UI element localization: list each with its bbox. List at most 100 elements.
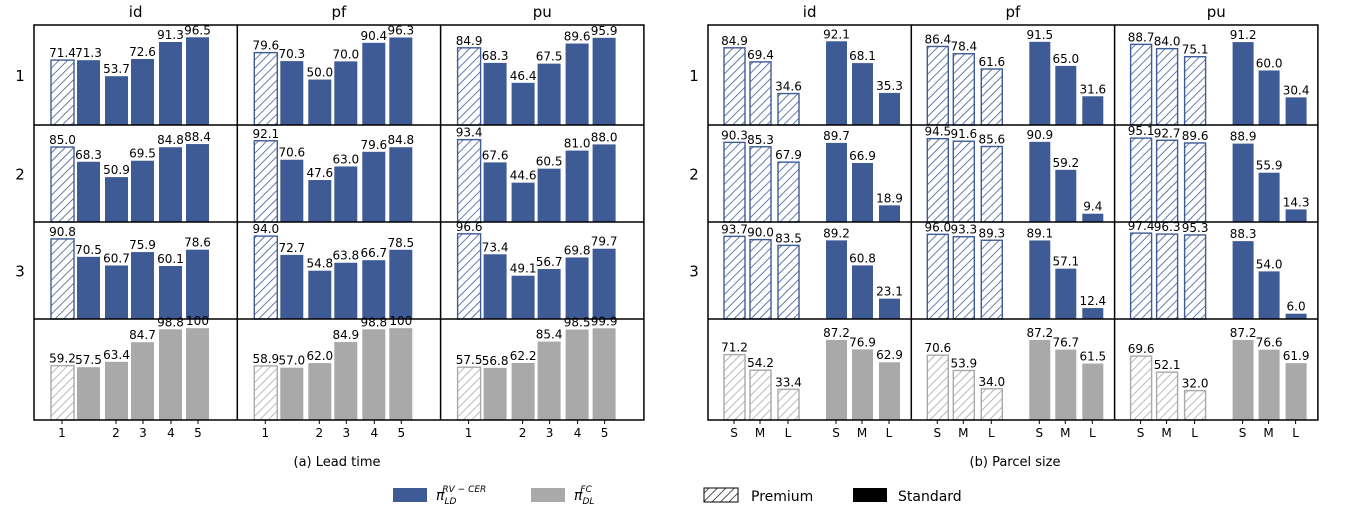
legend-standard-swatch xyxy=(853,488,887,502)
legend-lead-sup: RV − CER xyxy=(442,485,486,495)
legend-lead-label: πLD RV − CER xyxy=(436,485,486,507)
data-label: 78.6 xyxy=(184,236,211,250)
bar xyxy=(1082,363,1104,420)
data-label: 9.4 xyxy=(1083,200,1102,214)
data-label: 46.4 xyxy=(510,69,537,83)
bar xyxy=(926,45,949,126)
bar xyxy=(456,366,482,421)
data-label: 52.1 xyxy=(1154,358,1181,372)
data-label: 90.4 xyxy=(360,29,387,43)
data-label: 90.0 xyxy=(747,226,774,240)
legend-standard-label: Standard xyxy=(898,489,962,505)
bar xyxy=(777,161,800,223)
bar xyxy=(926,137,949,223)
bar xyxy=(826,142,847,222)
legend-fc-sub: DL xyxy=(582,497,594,507)
data-label: 54.8 xyxy=(306,257,333,271)
legend-fc-symbol: π xyxy=(574,488,583,504)
data-label: 91.5 xyxy=(1026,28,1053,42)
data-label: 60.0 xyxy=(1256,56,1283,70)
data-label: 89.7 xyxy=(823,129,850,143)
bar xyxy=(565,150,589,222)
data-label: 59.2 xyxy=(1052,156,1079,170)
data-label: 54.0 xyxy=(1256,257,1283,271)
bar xyxy=(1082,213,1104,222)
bar xyxy=(308,180,332,222)
bar xyxy=(1055,268,1077,319)
legend-lead-symbol: π xyxy=(436,488,445,504)
data-label: 67.5 xyxy=(536,50,563,64)
bar xyxy=(926,354,949,421)
bar xyxy=(77,161,100,222)
data-label: 57.0 xyxy=(278,354,305,368)
column-title: pu xyxy=(1207,3,1226,21)
x-tick-label: 2 xyxy=(315,426,323,440)
bar xyxy=(1055,65,1077,125)
data-label: 71.2 xyxy=(721,341,748,355)
bar xyxy=(980,145,1003,223)
data-label: 79.6 xyxy=(252,39,279,53)
data-label: 97.4 xyxy=(1128,219,1155,233)
bar xyxy=(362,329,386,420)
bar xyxy=(777,92,800,126)
bar xyxy=(105,361,128,420)
column-title: id xyxy=(129,3,143,21)
data-label: 70.3 xyxy=(278,47,305,61)
bar xyxy=(280,61,304,125)
data-label: 86.4 xyxy=(924,32,951,46)
bar xyxy=(980,388,1003,421)
data-label: 69.5 xyxy=(129,147,156,161)
data-label: 90.3 xyxy=(721,128,748,142)
bar xyxy=(483,162,507,222)
bar xyxy=(159,266,182,319)
data-label: 93.3 xyxy=(950,223,977,237)
bar xyxy=(1082,96,1104,125)
bar xyxy=(1055,349,1077,420)
data-label: 68.3 xyxy=(482,49,509,63)
x-tick-label: M xyxy=(1263,426,1273,440)
data-label: 98.5 xyxy=(564,316,591,330)
data-label: 57.5 xyxy=(456,353,483,367)
x-tick-label: 3 xyxy=(139,426,147,440)
data-label: 58.9 xyxy=(252,352,279,366)
bar xyxy=(131,160,154,222)
legend-premium-label: Premium xyxy=(751,489,813,505)
bar xyxy=(1155,47,1179,126)
bar xyxy=(362,42,386,126)
bar xyxy=(253,51,279,126)
bar xyxy=(565,43,589,125)
x-tick-label: 2 xyxy=(519,426,527,440)
bar xyxy=(777,244,800,320)
data-label: 49.1 xyxy=(510,262,537,276)
legend-fc-swatch xyxy=(531,488,565,502)
bar xyxy=(131,59,154,125)
data-label: 31.6 xyxy=(1079,82,1106,96)
data-label: 72.6 xyxy=(129,45,156,59)
x-tick-label: S xyxy=(933,426,941,440)
x-tick-label: S xyxy=(1137,426,1145,440)
data-label: 94.0 xyxy=(252,222,279,236)
bar xyxy=(592,37,616,126)
bar xyxy=(852,349,873,420)
bar xyxy=(159,42,182,125)
bar xyxy=(749,146,772,223)
data-label: 44.6 xyxy=(510,169,537,183)
data-label: 65.0 xyxy=(1052,52,1079,66)
bar xyxy=(308,79,332,125)
data-label: 62.0 xyxy=(306,349,333,363)
data-label: 81.0 xyxy=(564,137,591,151)
x-tick-label: 2 xyxy=(112,426,120,440)
bar xyxy=(50,59,75,126)
bar xyxy=(1082,308,1104,319)
data-label: 87.2 xyxy=(1026,326,1053,340)
data-label: 84.8 xyxy=(387,133,414,147)
bar xyxy=(334,342,358,420)
data-label: 87.2 xyxy=(823,326,850,340)
data-label: 76.9 xyxy=(849,335,876,349)
data-label: 90.8 xyxy=(49,225,76,239)
data-label: 88.3 xyxy=(1230,227,1257,241)
x-tick-label: 4 xyxy=(167,426,175,440)
data-label: 95.9 xyxy=(591,24,618,38)
bar xyxy=(592,144,616,222)
bar xyxy=(280,367,304,420)
